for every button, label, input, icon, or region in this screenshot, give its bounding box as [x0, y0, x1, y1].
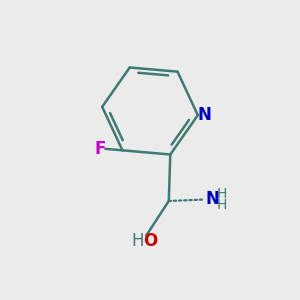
Text: O: O: [143, 232, 157, 250]
Text: N: N: [197, 106, 212, 124]
Text: N: N: [206, 190, 220, 208]
Text: F: F: [94, 140, 106, 158]
Text: H: H: [132, 232, 144, 250]
Text: H: H: [217, 187, 227, 201]
Text: H: H: [217, 198, 227, 212]
